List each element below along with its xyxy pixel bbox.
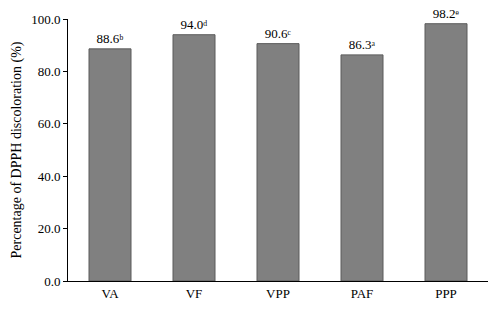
- svg-text:98.2ᵉ: 98.2ᵉ: [433, 6, 460, 21]
- svg-text:0.0: 0.0: [44, 274, 60, 289]
- svg-text:88.6ᵇ: 88.6ᵇ: [97, 31, 124, 46]
- svg-text:80.0: 80.0: [38, 64, 61, 79]
- svg-text:VF: VF: [186, 286, 203, 301]
- svg-text:86.3ᵃ: 86.3ᵃ: [349, 37, 376, 52]
- svg-text:60.0: 60.0: [38, 116, 61, 131]
- svg-text:94.0ᵈ: 94.0ᵈ: [181, 17, 208, 32]
- svg-text:90.6ᶜ: 90.6ᶜ: [265, 26, 292, 41]
- svg-text:VPP: VPP: [266, 286, 290, 301]
- svg-text:PPP: PPP: [435, 286, 457, 301]
- svg-text:40.0: 40.0: [38, 169, 61, 184]
- svg-text:Percentage of DPPH discolorati: Percentage of DPPH discoloration (%): [9, 41, 25, 258]
- svg-text:20.0: 20.0: [38, 221, 61, 236]
- svg-text:PAF: PAF: [351, 286, 374, 301]
- svg-text:VA: VA: [101, 286, 119, 301]
- svg-text:100.0: 100.0: [31, 12, 60, 27]
